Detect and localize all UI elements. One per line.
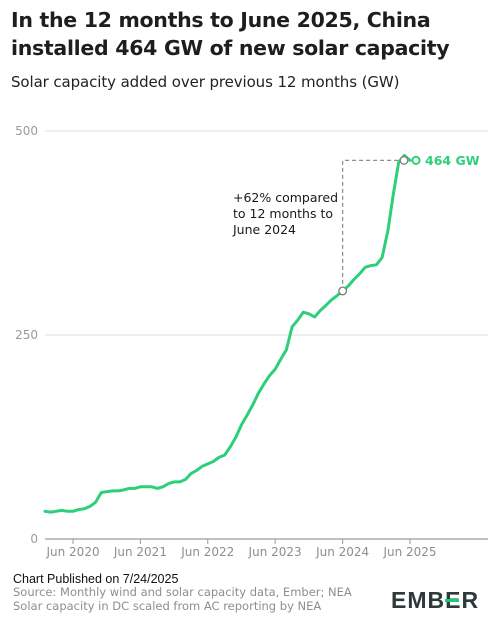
y-tick-label: 0 [30, 532, 38, 546]
x-axis: Jun 2020 Jun 2021 Jun 2022 Jun 2023 Jun 2024… [45, 539, 437, 559]
x-tick-label: Jun 2023 [248, 545, 302, 559]
x-tick-label: Jun 2022 [180, 545, 234, 559]
annotation-text-line-3: June 2024 [232, 222, 296, 237]
source-line-1: Source: Monthly wind and solar capacity … [13, 585, 352, 599]
annotation-marker-latest [399, 155, 409, 165]
x-tick-label: Jun 2024 [315, 545, 369, 559]
ember-logo: EMBE R [391, 587, 479, 614]
annotation-marker-june-2024 [338, 286, 348, 296]
latest-value-marker [411, 155, 421, 165]
latest-value-label: 464 GW [425, 153, 480, 168]
ember-logo-text: EMBE R [391, 587, 480, 613]
annotation-text-line-2: to 12 months to [233, 206, 333, 221]
annotation-text-line-1: +62% compared [233, 190, 338, 205]
y-tick-label: 250 [15, 328, 38, 342]
growth-annotation: +62% compared to 12 months to June 2024 [232, 155, 409, 296]
series-line-solar-capacity [43, 154, 412, 514]
source-line-2: Solar capacity in DC scaled from AC repo… [13, 598, 322, 613]
y-tick-label: 500 [15, 124, 38, 138]
annotation-connector [342, 159, 404, 291]
chart-subtitle: Solar capacity added over previous 12 mo… [11, 73, 400, 91]
chart-title: In the 12 months to June 2025, China ins… [11, 8, 450, 60]
x-tick-label: Jun 2021 [113, 545, 167, 559]
source-note: Source: Monthly wind and solar capacity … [13, 585, 352, 613]
published-date: Chart Published on 7/24/2025 [13, 572, 179, 586]
y-grid: 0 250 500 [15, 124, 488, 546]
x-tick-label: Jun 2025 [382, 545, 436, 559]
x-tick-label: Jun 2020 [45, 545, 99, 559]
